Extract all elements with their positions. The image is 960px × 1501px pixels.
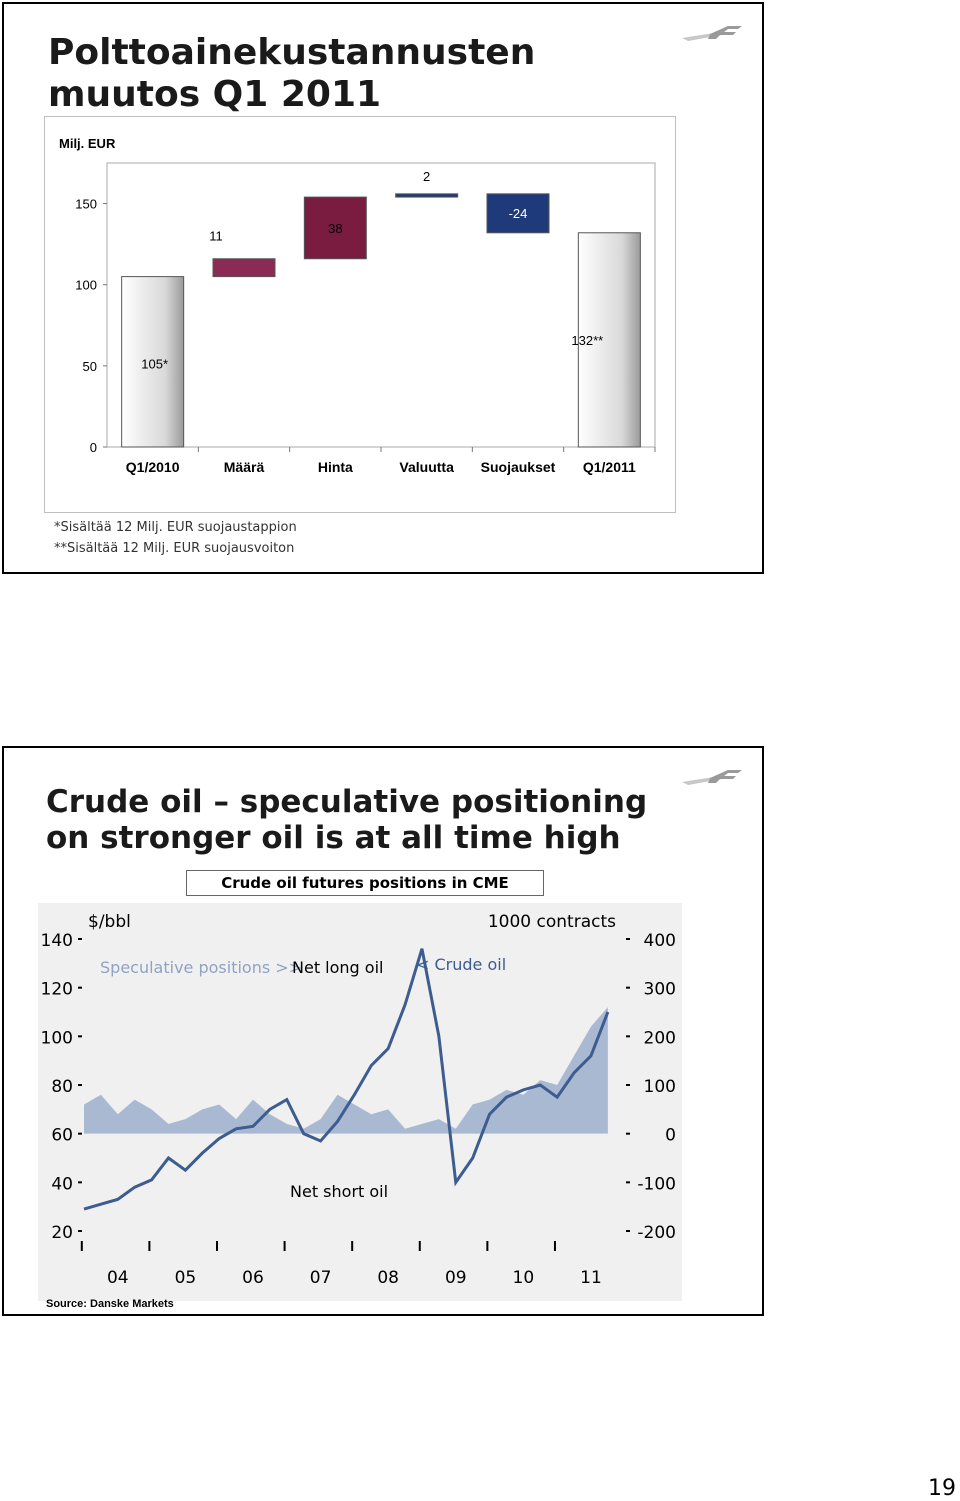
left-tick-label: 60 — [51, 1126, 73, 1146]
x-tick-label: 10 — [513, 1268, 535, 1288]
annotation-2: < Crude oil — [416, 955, 506, 974]
category-label: Suojaukset — [481, 459, 556, 475]
right-tick-label: -100 — [637, 1174, 676, 1194]
data-label: 11 — [209, 229, 223, 244]
data-label: -24 — [509, 206, 528, 221]
left-tick-label: 140 — [41, 931, 73, 951]
oil-positions-chart: 20 40 60 80 100 120 140 -200 -100 0 100 200 300 400 04… — [38, 903, 682, 1301]
annotation-0: Speculative positions >> — [100, 958, 302, 977]
left-tick-label: 80 — [51, 1077, 73, 1097]
category-label: Q1/2011 — [583, 459, 636, 475]
right-tick-label: -200 — [637, 1223, 676, 1243]
bar-0 — [121, 276, 185, 448]
plot-frame — [106, 162, 656, 448]
data-label: 2 — [423, 169, 430, 184]
source-note: Source: Danske Markets — [46, 1298, 174, 1310]
right-tick-label: 100 — [644, 1077, 676, 1097]
y-tick-label: 50 — [83, 359, 97, 374]
y-tick-label: 150 — [75, 197, 97, 212]
y-tick-label: 100 — [75, 278, 97, 293]
bar-5 — [577, 232, 641, 448]
bar-3 — [395, 193, 459, 198]
data-label: 132** — [571, 333, 603, 348]
left-tick-label: 20 — [51, 1223, 73, 1243]
right-tick-label: 0 — [665, 1126, 676, 1146]
right-tick-label: 300 — [644, 980, 676, 1000]
right-tick-label: 400 — [644, 931, 676, 951]
category-label: Valuutta — [399, 459, 454, 475]
crude-oil-line — [83, 948, 610, 1211]
waterfall-chart-svg: Milj. EUR 0 50 100 150 105* Q1/2010 11 Määrä 38 H… — [59, 136, 656, 475]
x-tick-label: 04 — [107, 1268, 129, 1288]
bar-1 — [212, 258, 276, 278]
x-tick-label: 07 — [310, 1268, 332, 1288]
company-logo — [680, 766, 742, 791]
slide-crude-oil: Crude oil – speculative positioning on s… — [2, 746, 764, 1316]
x-tick-label: 06 — [242, 1268, 264, 1288]
bar-4 — [486, 193, 550, 234]
category-label: Hinta — [318, 459, 353, 475]
waterfall-chart: Milj. EUR 0 50 100 150 105* Q1/2010 11 Määrä 38 H… — [44, 116, 676, 513]
page-number: 19 — [928, 1476, 956, 1501]
annotation-1: Net long oil — [292, 958, 383, 977]
y-tick-label: 0 — [90, 440, 97, 455]
left-tick-label: 40 — [51, 1174, 73, 1194]
x-tick-label: 11 — [580, 1268, 602, 1288]
annotation-3: Net short oil — [290, 1182, 388, 1201]
oil-positions-chart-svg: 20 40 60 80 100 120 140 -200 -100 0 100 200 300 400 04… — [38, 903, 682, 1301]
data-label: 105* — [141, 357, 168, 372]
right-tick-label: 200 — [644, 1028, 676, 1048]
x-tick-label: 08 — [377, 1268, 399, 1288]
bar-2 — [303, 196, 367, 260]
footnote-1: *Sisältää 12 Milj. EUR suojaustappion — [54, 520, 297, 535]
slide-title: Crude oil – speculative positioning on s… — [46, 784, 648, 856]
footnote-2: **Sisältää 12 Milj. EUR suojausvoiton — [54, 541, 295, 556]
x-tick-label: 09 — [445, 1268, 467, 1288]
chart-title: Crude oil futures positions in CME — [186, 870, 544, 896]
left-tick-label: 100 — [41, 1028, 73, 1048]
right-axis-label: 1000 contracts — [488, 912, 616, 932]
unit-label: Milj. EUR — [59, 136, 116, 151]
left-axis-label: $/bbl — [88, 912, 131, 932]
category-label: Määrä — [224, 459, 265, 475]
data-label: 38 — [328, 221, 342, 236]
slide-title: Polttoainekustannusten muutos Q1 2011 — [48, 32, 536, 115]
x-tick-label: 05 — [175, 1268, 197, 1288]
left-tick-label: 120 — [41, 980, 73, 1000]
category-label: Q1/2010 — [126, 459, 180, 475]
company-logo — [680, 22, 742, 47]
slide-fuel-costs: Polttoainekustannusten muutos Q1 2011 Mi… — [2, 2, 764, 574]
